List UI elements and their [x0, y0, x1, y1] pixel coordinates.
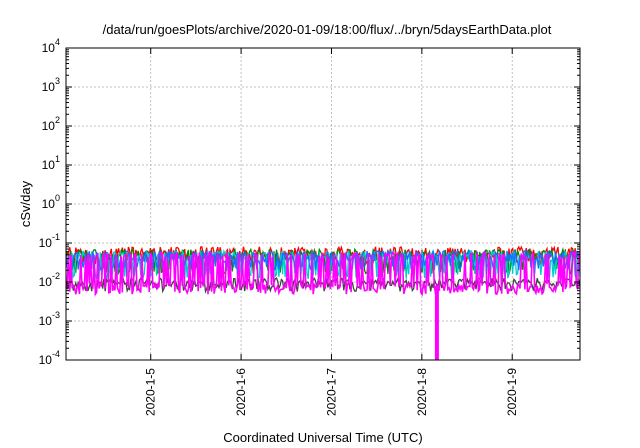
x-tick-label: 2020-1-8 [415, 368, 429, 416]
series-dropout [434, 285, 439, 360]
series-line [65, 276, 581, 294]
y-tick-label: 103 [42, 76, 60, 94]
x-tick-label: 2020-1-7 [324, 368, 338, 416]
chart-title: /data/run/goesPlots/archive/2020-01-09/1… [103, 22, 552, 37]
y-tick-label: 101 [42, 154, 60, 172]
series-line [65, 250, 581, 297]
x-axis: 2020-1-5 2020-1-6 2020-1-7 2020-1-8 2020-1-9 [144, 48, 519, 416]
x-axis-title: Coordinated Universal Time (UTC) [223, 430, 422, 445]
y-tick-label: 104 [42, 37, 60, 55]
y-tick-label: 10-1 [39, 232, 60, 250]
y-tick-label: 10-3 [39, 310, 60, 328]
x-tick-label: 2020-1-6 [234, 368, 248, 416]
series-layer [65, 245, 581, 360]
y-axis-title: cSv/day [18, 180, 33, 227]
y-tick-label: 102 [42, 115, 60, 133]
x-tick-label: 2020-1-5 [144, 368, 158, 416]
y-axis: 10-4 10-3 10-2 10-1 100 101 102 103 104 [39, 37, 580, 367]
x-tick-label: 2020-1-9 [505, 368, 519, 416]
y-tick-label: 100 [42, 193, 60, 211]
grid-lines [66, 48, 580, 360]
y-tick-label: 10-4 [39, 349, 60, 367]
y-tick-label: 10-2 [39, 271, 60, 289]
